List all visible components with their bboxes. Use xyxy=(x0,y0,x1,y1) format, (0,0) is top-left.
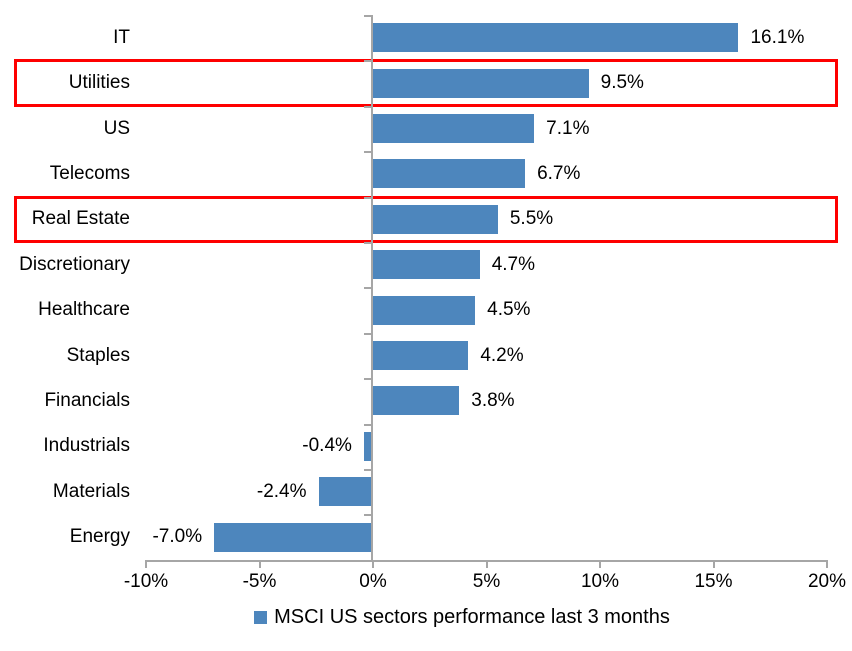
y-axis-tick xyxy=(364,287,372,290)
x-axis-tick-label: 0% xyxy=(359,570,387,592)
bar xyxy=(363,431,373,461)
value-label: 7.1% xyxy=(546,117,590,139)
y-axis-tick xyxy=(364,332,372,335)
value-label: -7.0% xyxy=(152,526,203,548)
y-axis-tick xyxy=(364,242,372,244)
category-label: Energy xyxy=(69,526,130,548)
bar xyxy=(214,522,373,552)
value-label: 4.2% xyxy=(480,344,524,366)
y-axis-tick xyxy=(364,105,372,108)
x-axis-tick xyxy=(258,559,261,568)
y-axis-tick xyxy=(364,423,372,426)
category-label: Staples xyxy=(66,344,130,366)
bar xyxy=(373,159,526,189)
bar xyxy=(373,250,480,280)
y-axis-tick xyxy=(364,60,372,63)
y-axis-tick xyxy=(364,514,372,517)
bar xyxy=(373,204,498,234)
value-label: 16.1% xyxy=(750,26,805,48)
y-axis-tick xyxy=(364,469,372,471)
x-axis-tick-label: 15% xyxy=(694,570,733,592)
x-axis-tick xyxy=(826,559,828,568)
y-axis-line xyxy=(371,15,373,560)
x-axis-tick-label: -10% xyxy=(123,570,169,592)
bar xyxy=(373,295,476,325)
x-axis-tick xyxy=(372,559,374,568)
x-axis-tick xyxy=(712,559,715,568)
y-axis-tick xyxy=(364,378,372,381)
bar xyxy=(373,68,589,98)
category-label: IT xyxy=(113,26,130,48)
x-axis-tick xyxy=(599,559,601,568)
value-label: -0.4% xyxy=(302,435,352,457)
highlight-box xyxy=(14,59,838,107)
y-axis-tick xyxy=(364,151,372,154)
value-label: 6.7% xyxy=(537,162,581,184)
y-axis-tick xyxy=(364,196,372,199)
category-label: Discretionary xyxy=(19,253,130,275)
x-axis-tick-label: -5% xyxy=(242,570,277,592)
legend: MSCI US sectors performance last 3 month… xyxy=(0,603,852,631)
y-axis-tick xyxy=(364,15,372,17)
value-label: 9.5% xyxy=(600,72,644,94)
category-label: Real Estate xyxy=(31,208,130,230)
category-label: US xyxy=(103,117,130,139)
bar xyxy=(318,477,373,507)
x-axis-tick-label: 10% xyxy=(580,570,620,592)
value-label: 3.8% xyxy=(471,389,515,411)
highlight-box xyxy=(14,195,838,243)
bar xyxy=(373,23,739,53)
category-label: Healthcare xyxy=(38,299,130,321)
category-label: Utilities xyxy=(68,72,130,94)
x-axis-tick-label: 5% xyxy=(472,570,501,592)
category-label: Financials xyxy=(44,389,130,411)
bar xyxy=(373,114,535,143)
value-label: 5.5% xyxy=(509,208,554,230)
category-label: Materials xyxy=(52,480,130,502)
legend-swatch-icon xyxy=(254,610,268,624)
value-label: -2.4% xyxy=(256,480,307,502)
bar xyxy=(373,341,469,370)
x-axis-tick-label: 20% xyxy=(807,570,847,592)
bar xyxy=(373,386,460,416)
value-label: 4.5% xyxy=(487,299,531,321)
x-axis-tick xyxy=(145,559,147,568)
category-label: Telecoms xyxy=(49,162,130,184)
value-label: 4.7% xyxy=(491,253,535,275)
legend-label: MSCI US sectors performance last 3 month… xyxy=(274,605,670,628)
x-axis-tick xyxy=(485,559,488,568)
category-label: Industrials xyxy=(43,435,130,457)
